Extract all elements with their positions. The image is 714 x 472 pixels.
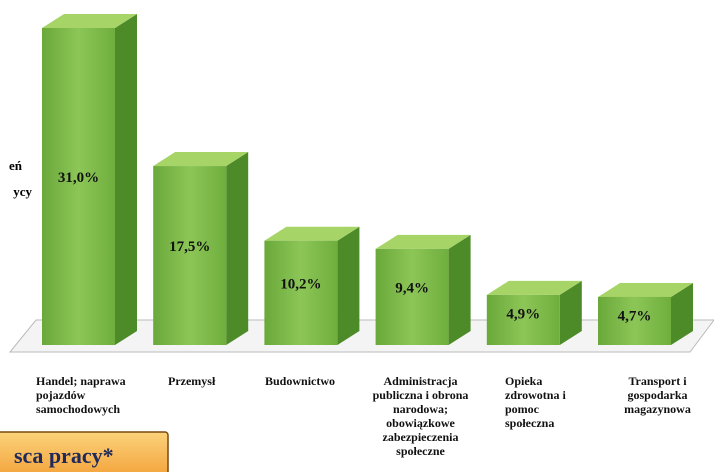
bar [486, 294, 560, 345]
bar [598, 296, 671, 345]
category-label: Budownictwo [265, 374, 336, 388]
bar-top [264, 226, 360, 241]
bar-side [337, 226, 360, 345]
bar-side [226, 152, 249, 345]
category-label: Przemysł [168, 374, 216, 388]
data-label: 31,0% [58, 170, 99, 186]
bar-side [559, 280, 582, 345]
data-label: 9,4% [395, 280, 429, 296]
bar-side [448, 234, 471, 345]
bar [375, 248, 449, 345]
bar-top [153, 152, 249, 167]
annotation: ycy [13, 184, 32, 199]
data-label: 4,9% [506, 306, 540, 322]
bar-top [375, 234, 471, 249]
bar-side [671, 282, 693, 345]
category-label: Opieka zdrowotna i pomoc społeczna [505, 374, 566, 430]
bar [42, 28, 115, 345]
note-box [0, 431, 169, 472]
bar-top [598, 282, 693, 297]
bar-top [486, 280, 582, 295]
category-label: Handel; naprawa pojazdów samochodowych [36, 374, 126, 416]
category-label: Administracja publiczna i obrona narodow… [372, 374, 469, 458]
bar [264, 240, 338, 345]
annotation: eń [9, 158, 23, 173]
bar-top [42, 14, 137, 28]
data-label: 4,7% [618, 308, 652, 324]
data-label: 17,5% [169, 239, 210, 255]
category-label: Transport i gospodarka magazynowa [624, 374, 691, 416]
bar [153, 166, 227, 345]
data-label: 10,2% [280, 276, 321, 292]
bar-side [115, 14, 137, 345]
annotation: sca pracy* [14, 443, 114, 468]
